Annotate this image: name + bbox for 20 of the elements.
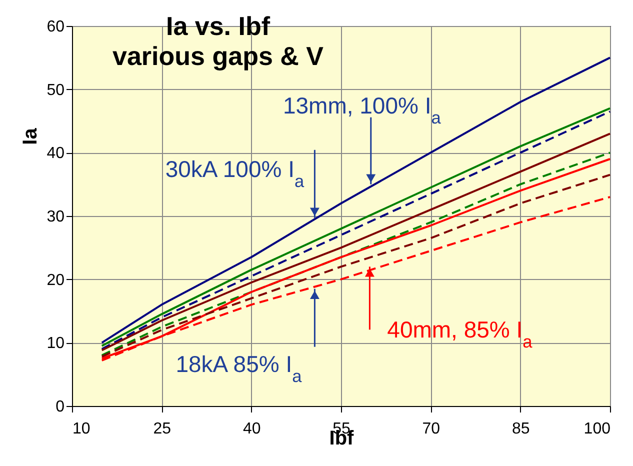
- x-tick-label: 40: [242, 420, 261, 438]
- x-tick-label: 100: [584, 420, 611, 438]
- y-tick-label: 30: [46, 208, 65, 226]
- annotation: 40mm, 85% I$_{a}$: [387, 316, 533, 352]
- x-tick-label: 85: [512, 420, 530, 438]
- x-tick-label: 70: [422, 420, 440, 438]
- annotation: 18kA 85% I$_{a}$: [176, 350, 302, 386]
- chart-title: Ia vs. Ibf: [166, 11, 270, 41]
- x-tick-label: 10: [72, 420, 90, 438]
- annotation: 13mm, 100% I$_{a}$: [282, 92, 442, 128]
- y-tick-label: 50: [46, 82, 65, 99]
- x-tick-label: 25: [153, 420, 172, 438]
- y-axis-title: Ia: [20, 127, 42, 145]
- annotation: 30kA 100% I$_{a}$: [165, 156, 304, 191]
- text: various gaps & V: [112, 41, 324, 71]
- y-tick-label: 10: [46, 335, 65, 352]
- y-tick-label: 0: [56, 398, 65, 416]
- y-tick-label: 60: [46, 18, 65, 36]
- y-tick-label: 20: [46, 272, 65, 289]
- y-tick-label: 40: [46, 145, 65, 162]
